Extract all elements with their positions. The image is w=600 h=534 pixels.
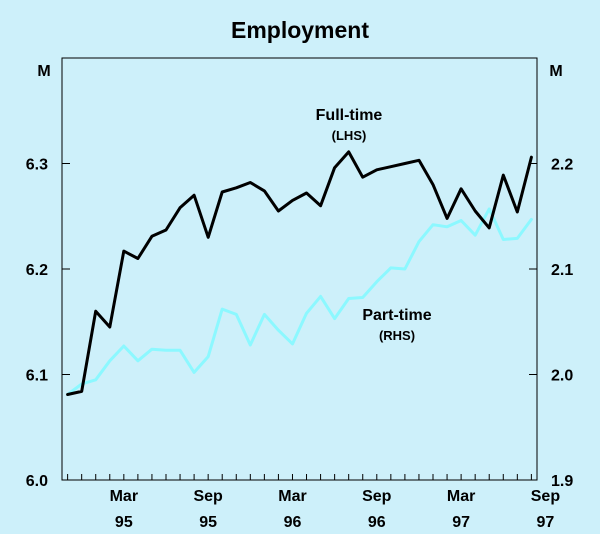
x-tick-year: 95 bbox=[115, 514, 133, 531]
full-time-series-line bbox=[66, 150, 533, 396]
x-tick-year: 97 bbox=[452, 514, 470, 531]
chart-title: Employment bbox=[231, 17, 369, 43]
x-tick-month: Mar bbox=[278, 488, 306, 505]
right-tick-label: 1.9 bbox=[551, 473, 573, 490]
x-tick-year: 96 bbox=[284, 514, 302, 531]
plot-area bbox=[61, 57, 538, 481]
ticks-layer: 6.0 6.1 6.2 6.3 1.9 2.0 2.1 2.2 Mar 95 Sep 95 Mar 96 S… bbox=[26, 157, 574, 532]
part-time-series-name: Part-time bbox=[362, 307, 431, 324]
x-tick-month: Sep bbox=[362, 488, 392, 505]
full-time-series-name: Full-time bbox=[316, 107, 383, 124]
full-time-axis-label: (LHS) bbox=[332, 128, 367, 143]
x-tick-year: 95 bbox=[199, 514, 217, 531]
right-axis-unit: M bbox=[549, 63, 562, 80]
x-tick-month: Mar bbox=[447, 488, 475, 505]
x-tick-year: 97 bbox=[537, 514, 555, 531]
left-tick-label: 6.0 bbox=[26, 473, 48, 490]
part-time-series-line bbox=[66, 207, 533, 396]
series-layer bbox=[66, 150, 533, 396]
right-tick-label: 2.2 bbox=[551, 157, 573, 174]
left-tick-label: 6.2 bbox=[26, 262, 48, 279]
left-tick-label: 6.1 bbox=[26, 368, 48, 385]
full-time-label: Full-time (LHS) bbox=[316, 107, 383, 143]
x-tick-month: Sep bbox=[531, 488, 561, 505]
left-axis-unit: M bbox=[37, 63, 50, 80]
right-tick-label: 2.0 bbox=[551, 368, 573, 385]
part-time-label: Part-time (RHS) bbox=[362, 307, 431, 343]
right-tick-label: 2.1 bbox=[551, 262, 573, 279]
left-tick-label: 6.3 bbox=[26, 157, 48, 174]
x-tick-month: Sep bbox=[193, 488, 223, 505]
part-time-axis-label: (RHS) bbox=[379, 328, 415, 343]
x-tick-month: Mar bbox=[110, 488, 138, 505]
x-tick-year: 96 bbox=[368, 514, 386, 531]
